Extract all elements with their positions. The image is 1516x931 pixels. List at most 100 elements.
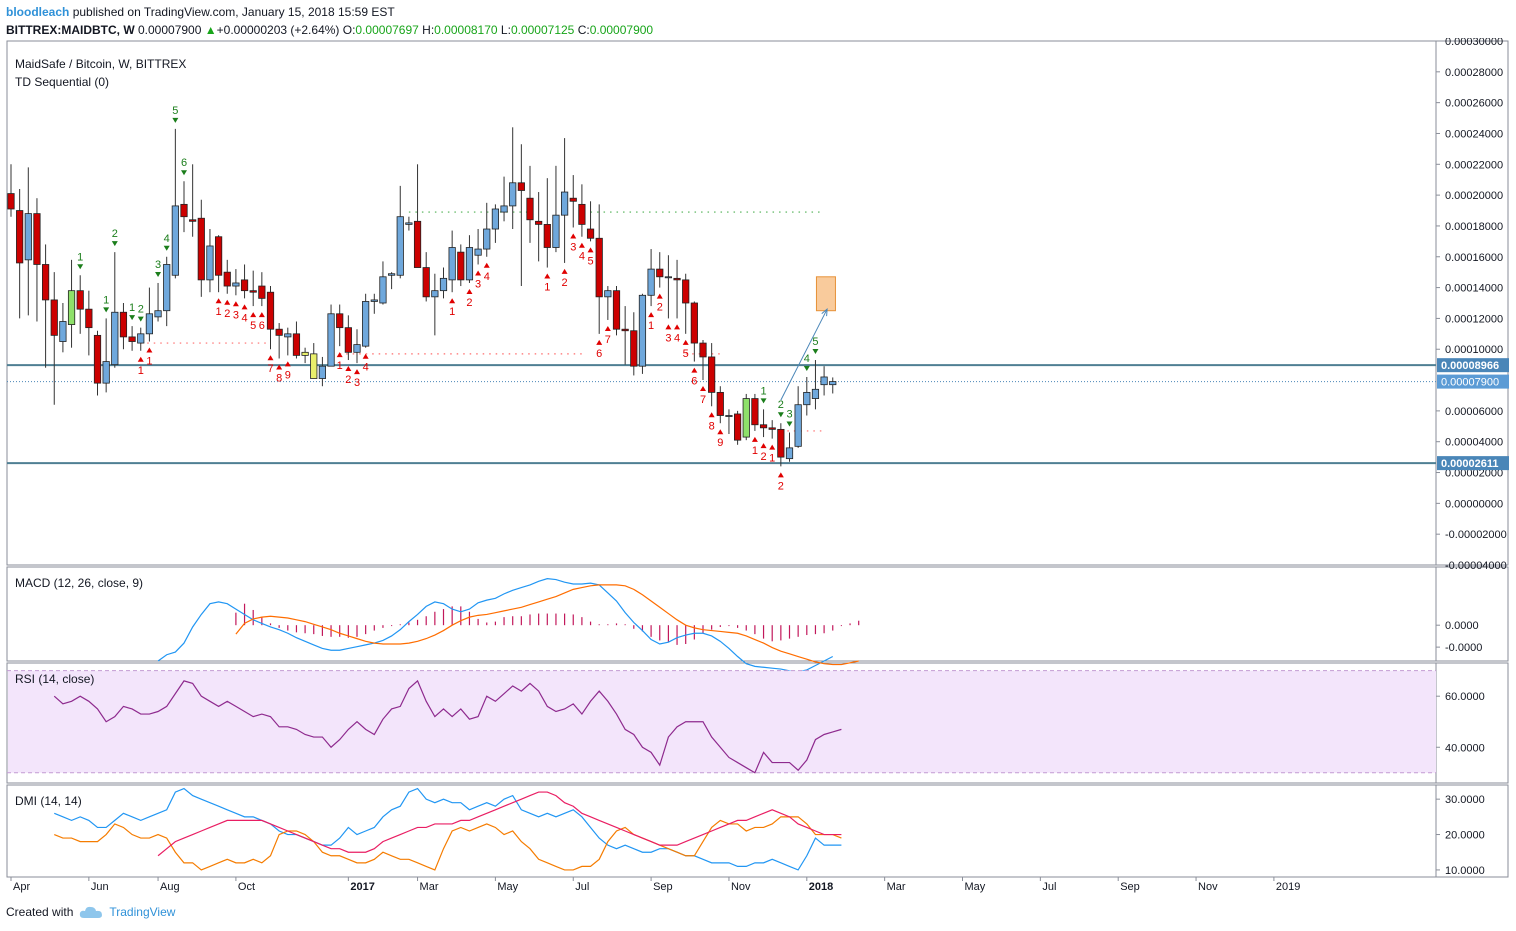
dmi-adx-line (157, 791, 842, 857)
td-count-label: 6 (596, 348, 602, 360)
td-buy-arrow (129, 315, 136, 321)
time-tick-label: Jun (91, 881, 109, 893)
chart-header: bloodleach published on TradingView.com,… (6, 3, 653, 39)
td-sell-arrow (777, 472, 784, 478)
tradingview-cloud-icon (80, 906, 103, 918)
td-sell-arrow (224, 299, 231, 305)
candle-body (93, 334, 102, 384)
candle-body (777, 428, 785, 458)
candle-body (189, 219, 197, 222)
main-chart-title: MaidSafe / Bitcoin, W, BITTREX (15, 57, 186, 71)
candle-body (829, 381, 837, 386)
td-count-label: 1 (77, 251, 83, 263)
candle-body (439, 277, 448, 292)
td-sell-arrow (578, 242, 585, 248)
candle-body (344, 327, 352, 353)
low-label: L: (500, 23, 511, 37)
candle-body (673, 277, 681, 281)
candle-body (353, 344, 361, 353)
td-count-label: 1 (648, 320, 654, 332)
level-price-badge (1437, 456, 1509, 471)
td-count-label: 6 (181, 157, 187, 169)
candle-body (171, 205, 179, 276)
high-label: H: (422, 23, 435, 37)
td-sell-arrow (656, 293, 663, 299)
td-count-label: 6 (691, 376, 697, 388)
td-count-label: 9 (717, 437, 723, 449)
candle-body (396, 216, 404, 276)
td-count-label: 3 (475, 278, 481, 290)
candle-body (232, 282, 240, 287)
td-count-label: 4 (484, 271, 490, 283)
td-sell-arrow (483, 262, 490, 268)
level-price-label: 0.00002611 (1441, 458, 1499, 470)
td-count-label: 2 (657, 302, 663, 314)
td-count-label: 2 (112, 228, 118, 240)
candle-body (751, 398, 759, 426)
td-count-label: 2 (345, 374, 351, 386)
last-price-label: 0.00007900 (1441, 377, 1499, 389)
price-tick-label: 0.00026000 (1445, 98, 1503, 110)
created-with-label: Created with (6, 905, 74, 919)
td-sell-arrow (276, 364, 283, 370)
td-buy-arrow (812, 349, 819, 355)
time-tick-label: Oct (238, 881, 255, 893)
candle-body (543, 223, 551, 248)
candle-body (102, 361, 110, 384)
td-count-label: 4 (579, 251, 585, 263)
price-tick-label: 0.00022000 (1445, 159, 1503, 171)
candle-body (111, 311, 119, 366)
td-count-label: 9 (285, 369, 291, 381)
td-count-label: 3 (570, 241, 576, 253)
candle-body (24, 213, 32, 261)
td-indicator-label: TD Sequential (0) (15, 75, 109, 89)
td-sell-arrow (241, 304, 248, 310)
candle-body (656, 268, 664, 278)
publisher-name[interactable]: bloodleach (6, 5, 70, 19)
td-sell-arrow (682, 339, 689, 345)
td-sell-arrow (561, 268, 568, 274)
time-tick-label: Aug (160, 881, 180, 893)
td-count-label: 2 (778, 480, 784, 492)
candle-body (413, 220, 422, 268)
open-value: 0.00007697 (355, 23, 419, 37)
td-count-label: 3 (354, 377, 360, 389)
low-value: 0.00007125 (510, 23, 575, 37)
high-value: 0.00008170 (434, 23, 498, 37)
rsi-band-fill (8, 670, 1436, 773)
candle-body (379, 276, 387, 304)
td-count-label: 2 (562, 277, 568, 289)
candle-body (387, 273, 396, 276)
candle-body (621, 328, 629, 332)
td-count-label: 2 (466, 297, 472, 309)
chart-canvas[interactable]: Apr Jun Aug Oct 2017 Mar May Jul Sep Nov 2018 Mar Ma… (0, 38, 1516, 900)
td-sell-arrow (475, 270, 482, 276)
td-sell-arrow (648, 312, 655, 318)
candle-body (595, 237, 603, 298)
candle-body (690, 302, 698, 344)
candle-body (604, 290, 612, 298)
td-sell-arrow (146, 347, 153, 353)
macd-line (157, 578, 834, 673)
price-tick-label: 0.00030000 (1445, 38, 1503, 48)
td-sell-arrow (345, 366, 352, 372)
rsi-pane-frame (6, 662, 1509, 784)
candle-body (310, 353, 318, 379)
change-value: +0.00000203 (+2.64%) (216, 23, 340, 37)
td-sell-arrow (570, 233, 577, 239)
tradingview-brand[interactable]: TradingView (109, 905, 176, 919)
time-tick-label: Mar (420, 881, 439, 893)
price-tick-label: 0.00002000 (1445, 468, 1503, 480)
rsi-title: RSI (14, close) (15, 672, 94, 686)
td-count-label: 6 (259, 320, 265, 332)
td-count-label: 2 (138, 304, 144, 316)
symbol-label: BITTREX:MAIDBTC, W (6, 23, 135, 37)
macd-title: MACD (12, 26, close, 9) (15, 576, 143, 590)
candle-body (699, 342, 707, 358)
last-price-badge (1437, 374, 1509, 389)
td-sell-arrow (596, 339, 603, 345)
time-tick-label: May (497, 881, 518, 893)
td-sell-arrow (769, 444, 776, 450)
candle-body (820, 376, 828, 386)
candle-body (180, 203, 188, 218)
